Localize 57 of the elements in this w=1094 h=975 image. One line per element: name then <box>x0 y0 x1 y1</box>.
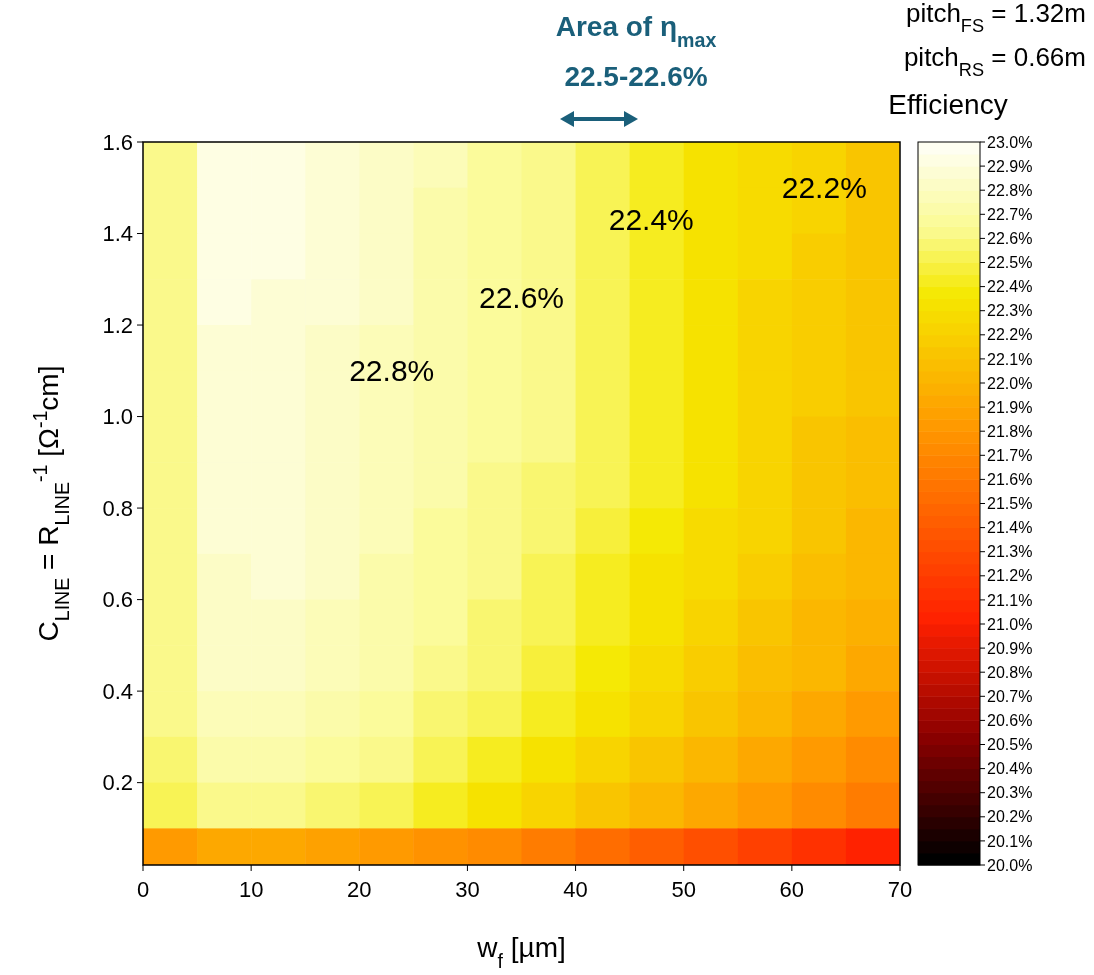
color-bar-label: 21.0% <box>987 615 1033 633</box>
text: pitch$_{RS}$ = 0.66m <box>903 42 1086 80</box>
x-tick-label: 50 <box>671 877 696 902</box>
color-bar-label: 22.4% <box>987 278 1033 296</box>
annotation: 22.2% <box>781 171 867 205</box>
y-tick-label: 1.6 <box>102 129 133 155</box>
color-bar-label: 22.1% <box>987 350 1033 368</box>
color-bar-label: 22.5% <box>987 254 1033 272</box>
color-bar-label: 21.6% <box>987 471 1033 488</box>
x-tick-label: 70 <box>887 877 913 902</box>
color-bar-title: Efficiency <box>888 89 1008 120</box>
color-bar-label: 21.5% <box>987 495 1033 513</box>
color-bar-label: 22.9% <box>987 157 1033 175</box>
color-bar-label: 22.8% <box>987 181 1033 199</box>
y-tick-label: 0.4 <box>102 678 133 704</box>
x-axis-title: w$_{f}$ [µm] <box>476 932 566 972</box>
x-tick-label: 10 <box>238 877 264 902</box>
color-bar-label: 20.1% <box>987 832 1033 850</box>
annotation: 22.4% <box>608 203 694 237</box>
color-bar-label: 21.9% <box>987 398 1033 416</box>
text: 22.5-22.6% <box>564 61 708 92</box>
color-bar-label: 21.3% <box>987 543 1033 561</box>
color-bar-label: 22.0% <box>987 374 1033 392</box>
color-bar-label: 23.0% <box>987 133 1033 151</box>
color-bar-label: 20.0% <box>987 856 1033 874</box>
text: pitch$_{FS}$ = 1.32m <box>905 0 1086 36</box>
color-bar-label: 21.7% <box>987 446 1033 464</box>
color-bar-label: 22.7% <box>987 205 1033 223</box>
color-bar-label: 22.2% <box>987 326 1033 344</box>
x-tick-label: 30 <box>455 877 480 902</box>
x-tick-label: 0 <box>136 877 150 902</box>
color-bar-label: 20.9% <box>987 639 1033 657</box>
color-bar-label: 21.1% <box>987 591 1033 609</box>
y-tick-label: 0.2 <box>102 770 133 796</box>
y-tick-label: 1.2 <box>102 312 133 338</box>
x-tick-label: 40 <box>563 877 588 902</box>
x-tick-label: 60 <box>779 877 805 902</box>
y-tick-label: 1.0 <box>102 404 133 430</box>
color-bar-label: 20.4% <box>987 760 1033 778</box>
color-bar-label: 22.6% <box>987 230 1033 247</box>
text: Area of η$_{max}$ <box>555 11 717 51</box>
color-bar-label: 21.4% <box>987 519 1033 537</box>
x-tick-label: 20 <box>347 877 372 902</box>
y-tick-label: 1.4 <box>102 221 133 247</box>
annotation: 22.6% <box>478 281 565 315</box>
color-bar-label: 20.5% <box>987 736 1033 754</box>
color-bar-label: 22.3% <box>987 302 1033 320</box>
color-bar-label: 21.2% <box>987 567 1033 585</box>
color-bar-label: 20.6% <box>987 712 1033 729</box>
y-tick-label: 0.8 <box>102 495 133 521</box>
color-bar-label: 20.7% <box>987 687 1033 705</box>
annotation: 22.8% <box>349 354 435 388</box>
color-bar-label: 20.3% <box>987 784 1033 802</box>
color-bar-label: 21.8% <box>987 422 1033 440</box>
color-bar-label: 20.8% <box>987 663 1033 681</box>
color-bar-label: 20.2% <box>987 808 1033 826</box>
y-tick-label: 0.6 <box>102 587 133 613</box>
